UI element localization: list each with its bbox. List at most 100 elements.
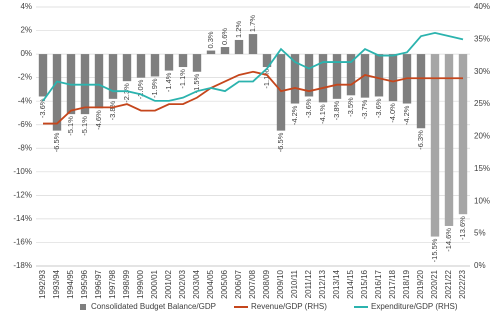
bar xyxy=(374,54,384,97)
x-tick-label: 1997/98 xyxy=(108,269,117,298)
x-tick-label: 2011/12 xyxy=(304,269,313,298)
x-tick-label: 2013/14 xyxy=(332,269,341,298)
y2-tick-label: 20% xyxy=(474,132,490,141)
y-tick-label: 2% xyxy=(20,26,32,35)
bar xyxy=(164,54,174,71)
data-label: -4.6% xyxy=(94,110,103,130)
data-label: -13.6% xyxy=(458,216,467,240)
x-tick-label: 1992/93 xyxy=(38,269,47,298)
y-tick-label: -14% xyxy=(13,214,32,223)
legend-label: Revenue/GDP (RHS) xyxy=(251,302,327,311)
x-tick-label: 2012/13 xyxy=(318,269,327,298)
y-tick-label: -2% xyxy=(18,73,32,82)
x-tick-label: 1996/97 xyxy=(94,269,103,298)
data-label: -6.3% xyxy=(416,130,425,150)
bar xyxy=(262,54,272,68)
y2-tick-label: 30% xyxy=(474,67,490,76)
x-tick-label: 1994/95 xyxy=(66,269,75,298)
bar xyxy=(206,50,216,55)
bar xyxy=(136,54,146,78)
x-tick-label: 1993/94 xyxy=(52,269,61,298)
x-tick-label: 2018/19 xyxy=(402,269,411,298)
y-tick-label: -12% xyxy=(13,190,32,199)
bar xyxy=(430,54,440,237)
bar xyxy=(108,54,118,99)
y-tick-label: -16% xyxy=(13,238,32,247)
x-tick-label: 2020/21 xyxy=(430,269,439,298)
bar xyxy=(178,54,188,68)
x-tick-label: 2000/01 xyxy=(150,269,159,298)
x-tick-label: 2019/20 xyxy=(416,269,425,298)
data-label: -1.1% xyxy=(178,69,187,89)
data-label: -2.0% xyxy=(136,79,145,99)
data-label: -3.6% xyxy=(304,98,313,118)
x-tick-label: 2022/23 xyxy=(458,269,467,298)
x-tick-label: 2006/07 xyxy=(234,269,243,298)
legend-swatch xyxy=(80,304,86,310)
data-label: -5.1% xyxy=(66,116,75,136)
data-label: -2.3% xyxy=(122,83,131,103)
y-tick-label: -18% xyxy=(13,261,32,270)
x-tick-label: 2008/09 xyxy=(262,269,271,298)
x-tick-label: 2017/18 xyxy=(388,269,397,298)
y-tick-label: -4% xyxy=(18,96,32,105)
data-label: 0.6% xyxy=(220,28,229,45)
data-label: -3.6% xyxy=(38,98,47,118)
data-label: -4.2% xyxy=(402,105,411,125)
y2-tick-label: 15% xyxy=(474,164,490,173)
bar xyxy=(94,54,104,109)
y-tick-label: -10% xyxy=(13,167,32,176)
x-tick-label: 2016/17 xyxy=(374,269,383,298)
data-label: -3.6% xyxy=(374,98,383,118)
bar xyxy=(248,34,258,55)
bar xyxy=(290,54,300,104)
bar xyxy=(220,47,230,55)
data-label: -1.4% xyxy=(164,72,173,92)
bar xyxy=(192,54,202,72)
x-tick-label: 1998/99 xyxy=(122,269,131,298)
data-label: -6.5% xyxy=(52,132,61,152)
x-tick-label: 2009/10 xyxy=(276,269,285,298)
line xyxy=(42,31,464,102)
bar xyxy=(38,54,48,97)
bar xyxy=(318,54,328,103)
data-label: -6.5% xyxy=(276,132,285,152)
y-tick-label: 4% xyxy=(20,2,32,11)
data-label: -3.7% xyxy=(360,99,369,119)
y2-tick-label: 0% xyxy=(474,261,486,270)
y-tick-label: 0% xyxy=(20,49,32,58)
x-tick-label: 2010/11 xyxy=(290,269,299,298)
data-label: 1.7% xyxy=(248,15,257,32)
x-tick-label: 2015/16 xyxy=(360,269,369,298)
line xyxy=(43,70,463,125)
x-tick-label: 2014/15 xyxy=(346,269,355,298)
data-label: -4.1% xyxy=(318,104,327,124)
x-tick-label: 2021/22 xyxy=(444,269,453,298)
y2-tick-label: 5% xyxy=(474,229,486,238)
data-label: -14.6% xyxy=(444,228,453,252)
bar xyxy=(52,54,62,131)
y2-tick-label: 25% xyxy=(474,99,490,108)
y-tick-label: -8% xyxy=(18,143,32,152)
legend-label: Expenditure/GDP (RHS) xyxy=(371,302,458,311)
x-tick-label: 2003/04 xyxy=(192,269,201,298)
bar xyxy=(150,54,160,77)
x-tick-label: 2005/06 xyxy=(220,269,229,298)
x-tick-label: 1995/96 xyxy=(80,269,89,298)
bar xyxy=(346,54,356,96)
data-label: -1.9% xyxy=(150,78,159,98)
bar xyxy=(276,54,286,131)
x-tick-label: 1999/00 xyxy=(136,269,145,298)
legend-label: Consolidated Budget Balance/GDP xyxy=(91,302,216,311)
y2-tick-label: 40% xyxy=(474,2,490,11)
data-label: -3.8% xyxy=(108,100,117,120)
data-label: -4.2% xyxy=(290,105,299,125)
bar xyxy=(332,54,342,99)
data-label: -15.5% xyxy=(430,238,439,262)
x-tick-label: 2007/08 xyxy=(248,269,257,298)
data-label: -3.5% xyxy=(346,97,355,117)
y2-tick-label: 35% xyxy=(474,34,490,43)
x-tick-label: 2002/03 xyxy=(178,269,187,298)
bar xyxy=(458,54,468,215)
